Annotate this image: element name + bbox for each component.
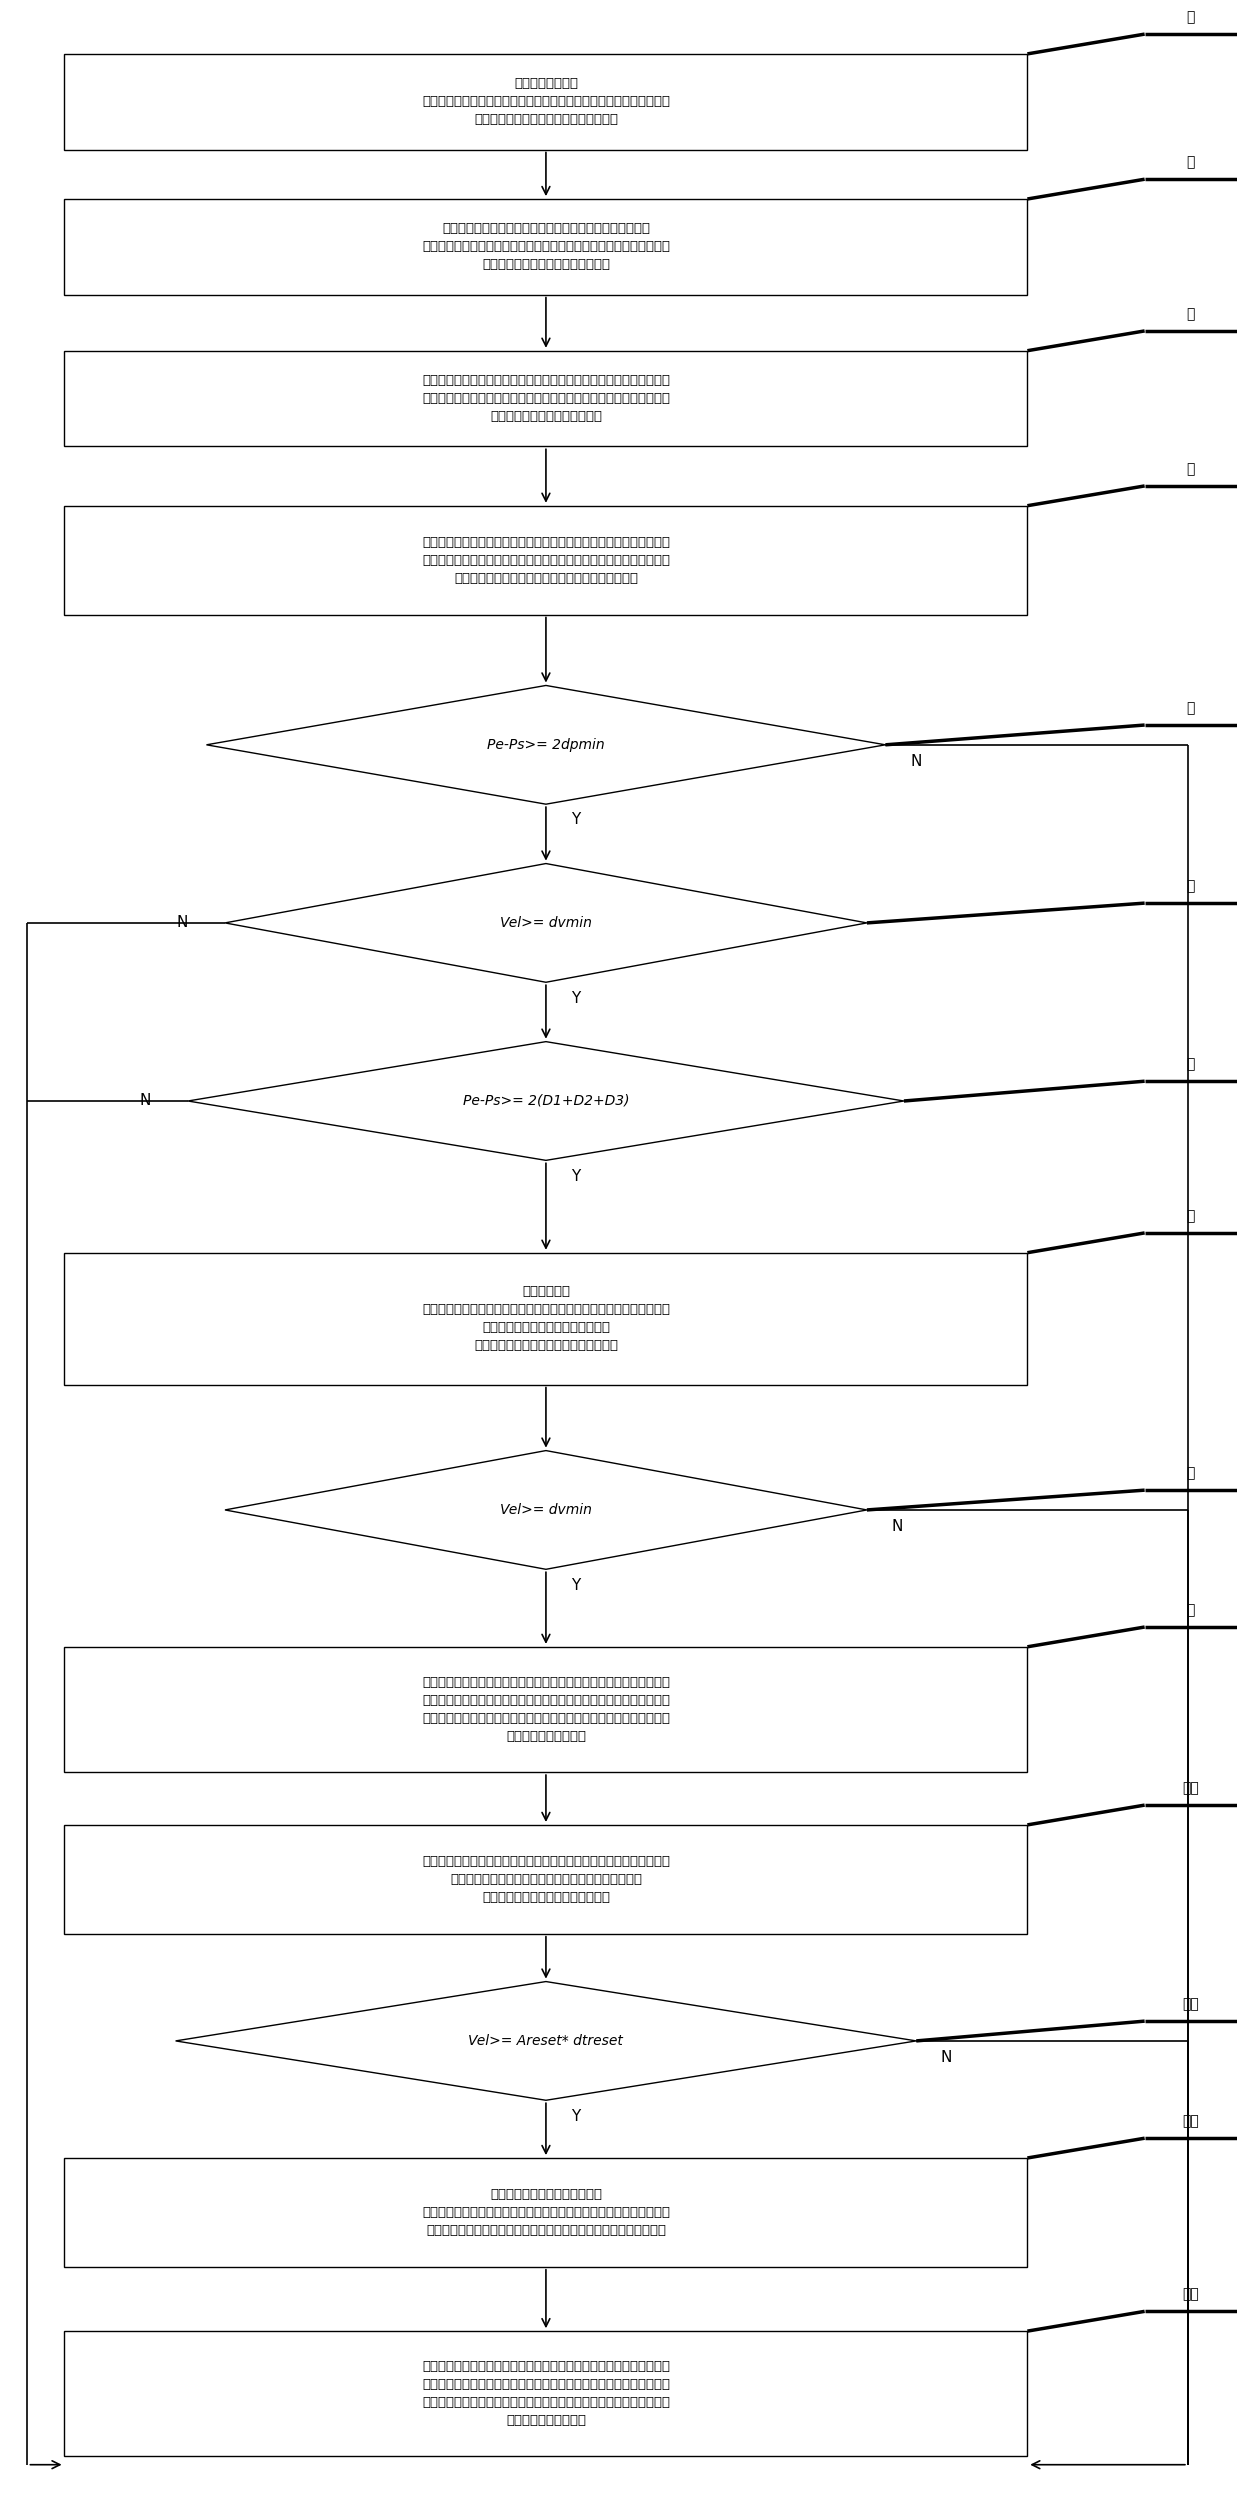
Text: Pe-Ps>= 2dpmin: Pe-Ps>= 2dpmin: [487, 739, 605, 751]
Text: 对三角函数的轨迹的最大加速度和加速度从零加速到的时间进行重置，
再对基于三角函数的轨迹按最大加速度和最大加加速度进行规划，获得
机器人机械臂期望输出轨迹，进而实: 对三角函数的轨迹的最大加速度和加速度从零加速到的时间进行重置， 再对基于三角函数…: [422, 2361, 670, 2427]
Text: 对三角函数的轨迹的最大加速度和加速度从零加速到的时间进行重置，
获得三角函数升降速控制的加速段重置的最大加速度和
从零加速到重置最大加速度的时间；: 对三角函数的轨迹的最大加速度和加速度从零加速到的时间进行重置， 获得三角函数升降…: [422, 1854, 670, 1904]
Text: Vel>= Areset* dtreset: Vel>= Areset* dtreset: [469, 2035, 624, 2047]
Text: 三: 三: [1187, 306, 1195, 322]
Text: 六: 六: [1187, 879, 1195, 894]
Text: N: N: [140, 1093, 151, 1108]
Bar: [64, 1824, 1028, 1934]
Text: Y: Y: [570, 990, 580, 1005]
Text: 十一: 十一: [1183, 1781, 1199, 1796]
Bar: [64, 198, 1028, 294]
Text: N: N: [176, 914, 188, 929]
Text: 将加速段的加加速段、匀加速段、减加速段的边界条件的值代入步骤一
所述的数学模型中列出方程组并求解所述数学模型的参数，当匀加速段
位移量时，加速段规划距离最短，且: 将加速段的加加速段、匀加速段、减加速段的边界条件的值代入步骤一 所述的数学模型中…: [422, 535, 670, 585]
Text: 十四: 十四: [1183, 2288, 1199, 2301]
Text: 七: 七: [1187, 1058, 1195, 1070]
Text: 五: 五: [1187, 701, 1195, 716]
Text: Pe-Ps>= 2(D1+D2+D3): Pe-Ps>= 2(D1+D2+D3): [463, 1095, 629, 1108]
Text: 十: 十: [1187, 1603, 1195, 1618]
Polygon shape: [224, 864, 867, 982]
Text: 四: 四: [1187, 462, 1195, 477]
Polygon shape: [188, 1042, 904, 1161]
Text: 建立基于三角函数
的工业机器人机械臂轨迹曲线的位置的数学模型、速度的数学模型、加
速度的数学模型和加加速度的数学模型；: 建立基于三角函数 的工业机器人机械臂轨迹曲线的位置的数学模型、速度的数学模型、加…: [422, 78, 670, 126]
Polygon shape: [224, 1449, 867, 1570]
Text: 对三角函数的轨迹的最大加速度和加速度从零加速到的时间进行重置，
再对基于三角函数的轨迹按最大加速度和最大加加速度进行规划，获得
机器人机械臂期望输出轨迹，进而实: 对三角函数的轨迹的最大加速度和加速度从零加速到的时间进行重置， 再对基于三角函数…: [422, 1676, 670, 1743]
Text: N: N: [910, 754, 921, 769]
Bar: [64, 505, 1028, 615]
Text: 依据最短时间原则将机器人机械臂从起始期望点到末端期望点的轨迹分
为加速段（加加速段、匀加速段、减加速段）、匀速段、减速段（加减
速段、匀减速段、减减速段）；: 依据最短时间原则将机器人机械臂从起始期望点到末端期望点的轨迹分 为加速段（加加速…: [422, 374, 670, 422]
Text: 十三: 十三: [1183, 2115, 1199, 2128]
Text: Y: Y: [570, 811, 580, 826]
Text: Y: Y: [570, 1168, 580, 1183]
Text: 八: 八: [1187, 1208, 1195, 1223]
Polygon shape: [207, 686, 885, 804]
Text: 九: 九: [1187, 1467, 1195, 1480]
Text: 一: 一: [1187, 10, 1195, 25]
Text: 二: 二: [1187, 156, 1195, 168]
Bar: [64, 352, 1028, 447]
Text: 基于三角函数
的轨迹按最大加速度和最大加加速度进行规划，获得机器人机械臂期望
的输出轨迹，继而实现基于三角函数
的工业机器人轨迹规划升降速控制方法；: 基于三角函数 的轨迹按最大加速度和最大加加速度进行规划，获得机器人机械臂期望 的…: [422, 1286, 670, 1351]
Text: N: N: [941, 2050, 952, 2065]
Text: 给定机器人机械臂运动的轨迹规划速度、起止期望点位置与
速度、末端期望点位置，按最大加速度和最大加加速度进行基于三角函
数的机器人机械臂轨迹曲线的规划；: 给定机器人机械臂运动的轨迹规划速度、起止期望点位置与 速度、末端期望点位置，按最…: [422, 224, 670, 271]
Text: Vel>= dvmin: Vel>= dvmin: [500, 1502, 591, 1517]
Text: 十二: 十二: [1183, 1997, 1199, 2012]
Text: Vel>= dvmin: Vel>= dvmin: [500, 917, 591, 929]
Text: Y: Y: [570, 2108, 580, 2123]
Bar: [64, 1253, 1028, 1384]
Bar: [64, 2158, 1028, 2266]
Text: Y: Y: [570, 1578, 580, 1593]
Bar: [64, 2331, 1028, 2457]
Bar: [64, 53, 1028, 151]
Bar: [64, 1648, 1028, 1771]
Text: 基于三角函数的轨迹按重置后的
最大加速度和最大加加速度进行规划，获得机器人机械臂期望的输出轨
迹，继而实现基于三角函数的工业机器人轨迹规划升降速控制方法；: 基于三角函数的轨迹按重置后的 最大加速度和最大加加速度进行规划，获得机器人机械臂…: [422, 2188, 670, 2236]
Text: N: N: [892, 1520, 903, 1535]
Polygon shape: [176, 1982, 916, 2100]
